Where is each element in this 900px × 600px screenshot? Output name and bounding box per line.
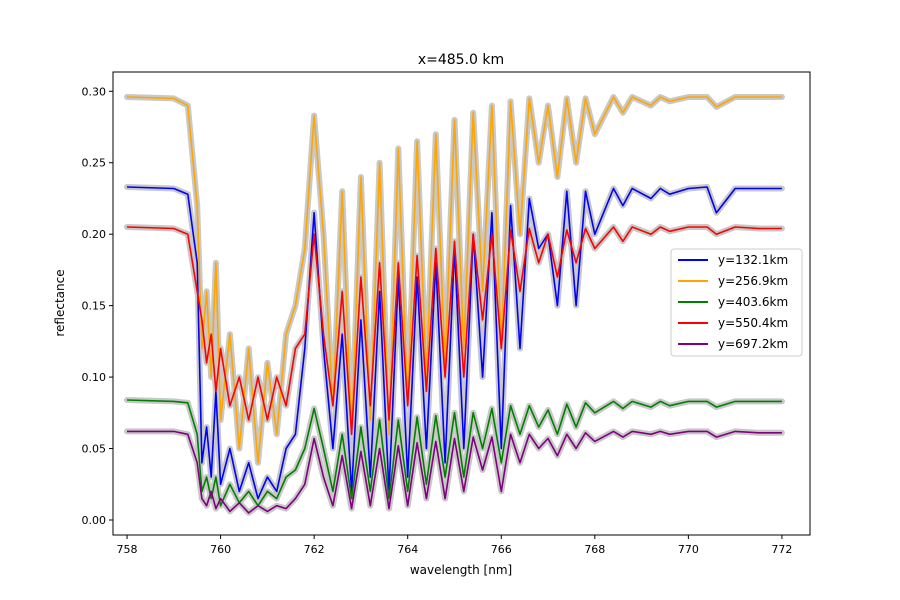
y-tick-label-6: 0.30 — [82, 85, 107, 98]
x-tick-label-0: 758 — [117, 543, 138, 556]
x-tick-label-6: 770 — [678, 543, 699, 556]
legend-box — [670, 248, 803, 357]
series-0-line — [126, 186, 782, 500]
x-axis-label: wavelength [nm] — [410, 563, 512, 577]
legend-label-4: y=697.2km — [718, 337, 788, 351]
x-tick-label-5: 768 — [584, 543, 605, 556]
lines-layer — [126, 96, 782, 514]
x-axis: 758 760 762 764 766 768 770 772 — [117, 535, 792, 556]
legend: y=132.1km y=256.9km y=403.6km y=550.4km y=69… — [670, 248, 803, 357]
y-axis: 0.00 0.05 0.10 0.15 0.20 0.25 0.30 — [82, 85, 113, 527]
y-tick-label-0: 0.00 — [82, 514, 107, 527]
legend-label-0: y=132.1km — [718, 253, 788, 267]
y-tick-label-3: 0.15 — [82, 300, 107, 313]
y-tick-label-5: 0.25 — [82, 157, 107, 170]
legend-label-1: y=256.9km — [718, 274, 788, 288]
x-tick-label-3: 764 — [397, 543, 418, 556]
y-tick-label-1: 0.05 — [82, 443, 107, 456]
x-tick-label-7: 772 — [771, 543, 792, 556]
plot-frame — [112, 71, 811, 536]
y-tick-label-4: 0.20 — [82, 228, 107, 241]
legend-label-3: y=550.4km — [718, 316, 788, 330]
x-tick-label-1: 760 — [210, 543, 231, 556]
y-axis-label: reflectance — [53, 269, 67, 336]
series-1-line — [126, 96, 782, 464]
series-4-line — [127, 430, 782, 514]
chart-title: x=485.0 km — [418, 52, 504, 68]
y-tick-label-2: 0.10 — [82, 371, 107, 384]
legend-label-2: y=403.6km — [718, 295, 788, 309]
series-3-line — [126, 226, 782, 436]
x-tick-label-2: 762 — [304, 543, 325, 556]
x-tick-label-4: 766 — [491, 543, 512, 556]
